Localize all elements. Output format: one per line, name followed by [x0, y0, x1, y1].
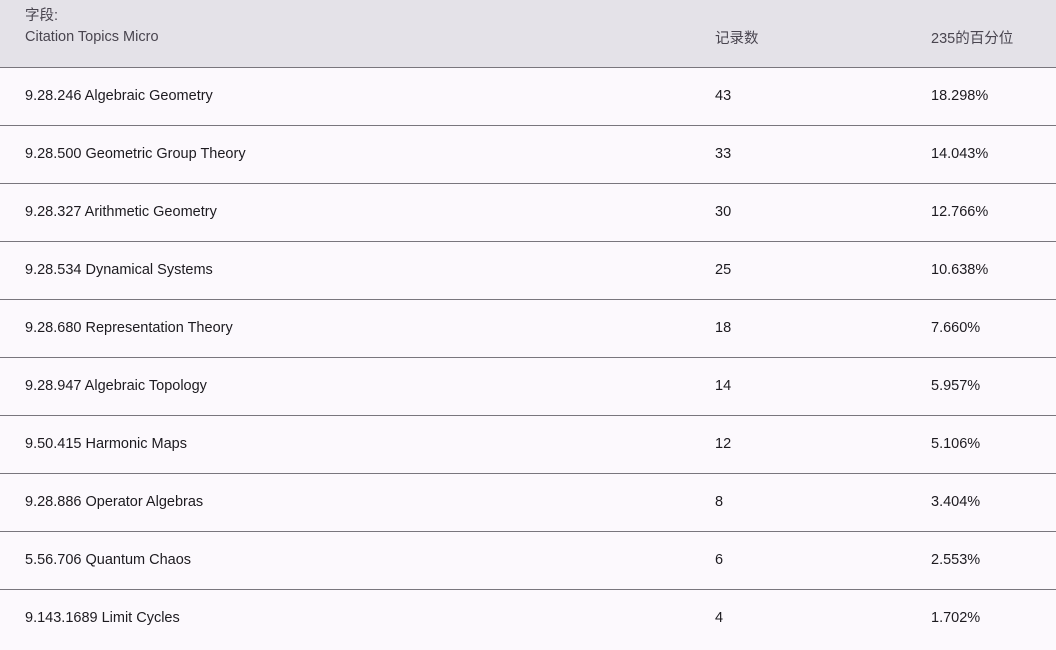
percent-cell: 3.404% [931, 494, 981, 510]
count-cell: 12 [715, 436, 732, 452]
table-row: 9.28.680 Representation Theory 18 7.660% [0, 299, 1056, 357]
percent-cell: 7.660% [931, 320, 981, 336]
table-header-row: 字段: Citation Topics Micro 记录数 235的百分位 [0, 0, 1056, 67]
table-row: 9.28.534 Dynamical Systems 25 10.638% [0, 241, 1056, 299]
percent-cell: 14.043% [931, 146, 989, 162]
percent-cell: 1.702% [931, 610, 981, 627]
table-row: 9.143.1689 Limit Cycles 4 1.702% [0, 589, 1056, 647]
column-header-field[interactable]: 字段: Citation Topics Micro [0, 0, 690, 67]
table-row: 9.50.415 Harmonic Maps 12 5.106% [0, 415, 1056, 473]
percent-cell: 5.106% [931, 436, 981, 452]
field-label: 字段: [25, 7, 59, 24]
table-row: 9.28.947 Algebraic Topology 14 5.957% [0, 357, 1056, 415]
count-cell: 33 [715, 146, 732, 162]
count-cell: 8 [715, 494, 724, 510]
column-header-count[interactable]: 记录数 [715, 30, 759, 47]
count-cell: 43 [715, 88, 732, 104]
percent-cell: 12.766% [931, 204, 989, 220]
count-cell: 25 [715, 262, 732, 278]
table-row: 5.56.706 Quantum Chaos 6 2.553% [0, 531, 1056, 589]
percent-cell: 10.638% [931, 262, 989, 278]
count-cell: 6 [715, 552, 724, 568]
table-row: 9.28.327 Arithmetic Geometry 30 12.766% [0, 183, 1056, 241]
percent-cell: 18.298% [931, 88, 989, 104]
count-cell: 14 [715, 378, 732, 394]
percent-cell: 5.957% [931, 378, 981, 394]
table-row: 9.28.886 Operator Algebras 8 3.404% [0, 473, 1056, 531]
topic-cell: 9.50.415 Harmonic Maps [25, 436, 187, 452]
count-cell: 4 [715, 610, 724, 627]
topic-cell: 9.143.1689 Limit Cycles [25, 610, 180, 627]
count-cell: 30 [715, 204, 732, 220]
topic-cell: 9.28.680 Representation Theory [25, 320, 233, 336]
topic-cell: 9.28.327 Arithmetic Geometry [25, 204, 217, 220]
column-header-percent[interactable]: 235的百分位 [931, 30, 1014, 47]
topic-cell: 9.28.947 Algebraic Topology [25, 378, 207, 394]
field-name: Citation Topics Micro [25, 28, 159, 45]
topic-cell: 9.28.246 Algebraic Geometry [25, 88, 213, 104]
topic-cell: 9.28.886 Operator Algebras [25, 494, 204, 510]
table-row: 9.28.246 Algebraic Geometry 43 18.298% [0, 67, 1056, 125]
table-row: 9.28.500 Geometric Group Theory 33 14.043% [0, 125, 1056, 183]
count-cell: 18 [715, 320, 732, 336]
topic-cell: 5.56.706 Quantum Chaos [25, 552, 192, 568]
percent-cell: 2.553% [931, 552, 981, 568]
topic-cell: 9.28.500 Geometric Group Theory [25, 146, 246, 162]
topic-cell: 9.28.534 Dynamical Systems [25, 262, 213, 278]
